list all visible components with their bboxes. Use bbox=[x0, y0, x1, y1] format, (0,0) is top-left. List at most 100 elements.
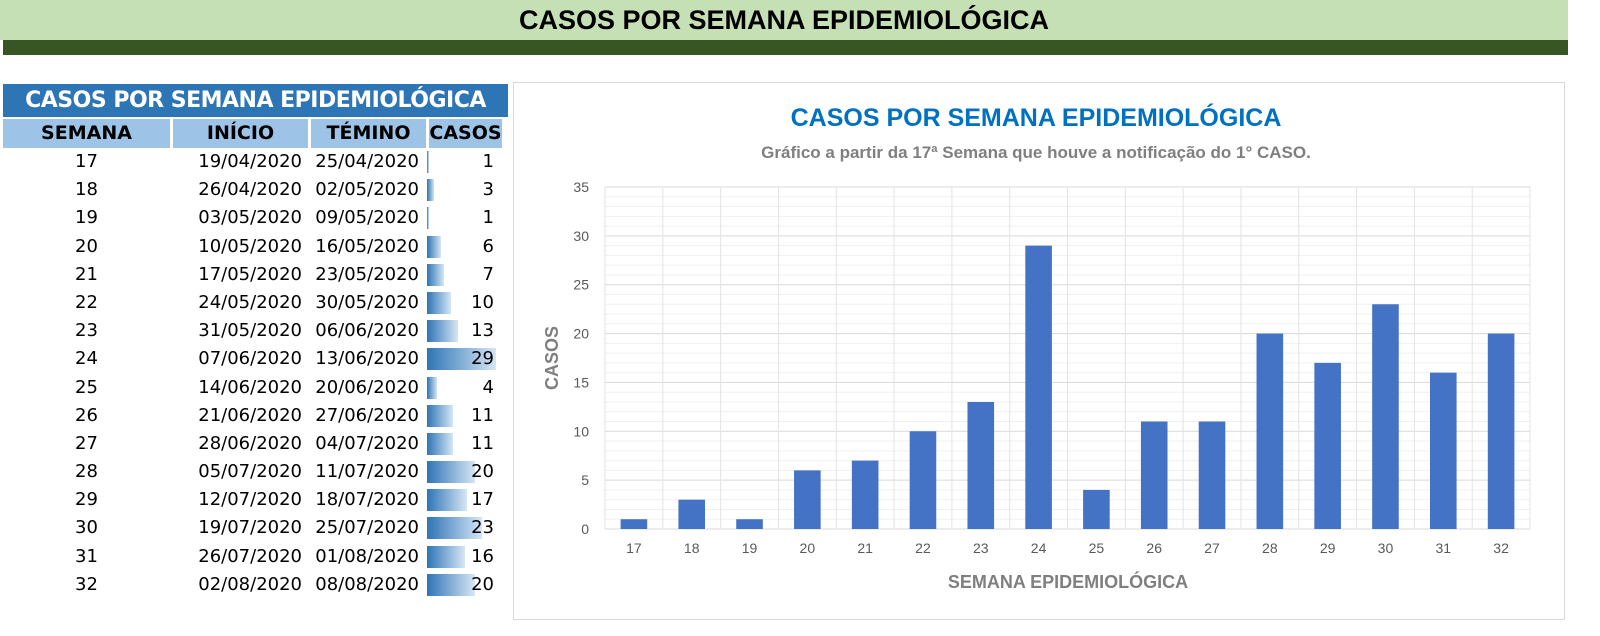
page-banner-title: CASOS POR SEMANA EPIDEMIOLÓGICA bbox=[0, 0, 1568, 40]
cell-semana: 17 bbox=[75, 151, 98, 172]
cell-termino: 02/05/2020 bbox=[315, 179, 419, 201]
cell-inicio: 21/06/2020 bbox=[198, 404, 302, 426]
casos-value: 7 bbox=[482, 263, 494, 285]
header-casos: CASOS bbox=[429, 119, 502, 148]
cell-inicio: 31/05/2020 bbox=[198, 320, 302, 342]
cell-inicio: 24/05/2020 bbox=[198, 291, 302, 313]
data-bar bbox=[427, 461, 475, 484]
table-row: 21 17/05/2020 23/05/2020 7 bbox=[3, 261, 508, 289]
y-tick-label: 5 bbox=[581, 472, 589, 488]
bar bbox=[794, 470, 821, 529]
header-semana: SEMANA bbox=[3, 119, 170, 148]
x-tick-label: 30 bbox=[1378, 540, 1394, 556]
x-axis-title: SEMANA EPIDEMIOLÓGICA bbox=[948, 571, 1188, 592]
cell-termino: 09/05/2020 bbox=[315, 207, 419, 229]
chart-subtitle: Gráfico a partir da 17ª Semana que houve… bbox=[761, 143, 1311, 162]
cell-inicio: 26/04/2020 bbox=[198, 179, 302, 201]
data-bar bbox=[427, 348, 496, 371]
table-row: 17 19/04/2020 25/04/2020 1 bbox=[3, 148, 508, 176]
cell-casos: 13 bbox=[423, 317, 496, 345]
table-row: 30 19/07/2020 25/07/2020 23 bbox=[3, 514, 508, 542]
table-row: 32 02/08/2020 08/08/2020 20 bbox=[3, 571, 508, 599]
casos-value: 3 bbox=[482, 179, 494, 201]
cell-termino: 23/05/2020 bbox=[315, 263, 419, 285]
casos-value: 13 bbox=[471, 320, 494, 342]
y-tick-label: 15 bbox=[573, 374, 589, 390]
data-bar bbox=[427, 489, 468, 512]
bar bbox=[1372, 304, 1399, 529]
cell-inicio: 26/07/2020 bbox=[198, 545, 302, 567]
cell-termino: 25/04/2020 bbox=[315, 151, 419, 172]
table-row: 18 26/04/2020 02/05/2020 3 bbox=[3, 176, 508, 204]
cell-semana: 29 bbox=[75, 489, 98, 511]
cell-casos: 20 bbox=[423, 571, 496, 599]
cell-semana: 22 bbox=[75, 291, 98, 313]
bar bbox=[1198, 421, 1226, 529]
table-title: CASOS POR SEMANA EPIDEMIOLÓGICA bbox=[3, 84, 508, 117]
data-bar bbox=[427, 291, 451, 314]
table-header: SEMANA INÍCIO TÉMINO CASOS bbox=[3, 119, 508, 148]
bar bbox=[1256, 333, 1284, 529]
y-tick-label: 0 bbox=[581, 521, 589, 537]
cell-casos: 20 bbox=[423, 458, 496, 486]
data-bar bbox=[427, 545, 466, 568]
cell-casos: 1 bbox=[423, 204, 496, 232]
x-tick-label: 21 bbox=[857, 540, 873, 556]
x-tick-label: 18 bbox=[684, 540, 700, 556]
bar bbox=[967, 401, 995, 529]
cell-semana: 20 bbox=[75, 235, 98, 257]
cell-termino: 13/06/2020 bbox=[315, 348, 419, 370]
cell-semana: 23 bbox=[75, 320, 98, 342]
table-row: 22 24/05/2020 30/05/2020 10 bbox=[3, 289, 508, 317]
cell-casos: 11 bbox=[423, 402, 496, 430]
cell-termino: 18/07/2020 bbox=[315, 489, 419, 511]
cell-termino: 20/06/2020 bbox=[315, 376, 419, 398]
cell-casos: 10 bbox=[423, 289, 496, 317]
cell-casos: 11 bbox=[423, 430, 496, 458]
chart-title: CASOS POR SEMANA EPIDEMIOLÓGICA bbox=[791, 102, 1282, 132]
cell-casos: 4 bbox=[423, 374, 496, 402]
cell-semana: 25 bbox=[75, 376, 98, 398]
cell-termino: 11/07/2020 bbox=[315, 461, 419, 483]
x-tick-label: 20 bbox=[800, 540, 816, 556]
casos-value: 29 bbox=[471, 348, 494, 370]
data-bar bbox=[427, 573, 475, 596]
cell-casos: 29 bbox=[423, 345, 496, 373]
cell-inicio: 10/05/2020 bbox=[198, 235, 302, 257]
cell-semana: 27 bbox=[75, 432, 98, 454]
header-inicio: INÍCIO bbox=[173, 119, 308, 148]
casos-value: 4 bbox=[482, 376, 494, 398]
cell-termino: 25/07/2020 bbox=[315, 517, 419, 539]
table-row: 19 03/05/2020 09/05/2020 1 bbox=[3, 204, 508, 232]
bar bbox=[620, 519, 648, 529]
cell-inicio: 02/08/2020 bbox=[198, 573, 302, 595]
x-tick-label: 19 bbox=[742, 540, 758, 556]
cell-inicio: 28/06/2020 bbox=[198, 432, 302, 454]
data-bar bbox=[427, 432, 454, 455]
casos-value: 16 bbox=[471, 545, 494, 567]
cell-termino: 30/05/2020 bbox=[315, 291, 419, 313]
bar bbox=[909, 431, 937, 529]
cell-inicio: 17/05/2020 bbox=[198, 263, 302, 285]
cell-inicio: 19/07/2020 bbox=[198, 517, 302, 539]
x-tick-label: 32 bbox=[1493, 540, 1509, 556]
cell-inicio: 19/04/2020 bbox=[198, 151, 302, 172]
bar bbox=[851, 460, 879, 529]
chart-container bbox=[513, 82, 1565, 620]
data-bar bbox=[427, 376, 437, 399]
table-row: 29 12/07/2020 18/07/2020 17 bbox=[3, 486, 508, 514]
data-bar bbox=[427, 320, 458, 343]
cell-semana: 19 bbox=[75, 207, 98, 229]
cell-semana: 21 bbox=[75, 263, 98, 285]
bar bbox=[1429, 372, 1457, 529]
cell-semana: 31 bbox=[75, 545, 98, 567]
cell-semana: 24 bbox=[75, 348, 98, 370]
table-row: 27 28/06/2020 04/07/2020 11 bbox=[3, 430, 508, 458]
cell-inicio: 14/06/2020 bbox=[198, 376, 302, 398]
y-tick-label: 25 bbox=[573, 277, 589, 293]
cell-inicio: 07/06/2020 bbox=[198, 348, 302, 370]
casos-value: 17 bbox=[471, 489, 494, 511]
cell-inicio: 05/07/2020 bbox=[198, 461, 302, 483]
casos-value: 6 bbox=[482, 235, 494, 257]
